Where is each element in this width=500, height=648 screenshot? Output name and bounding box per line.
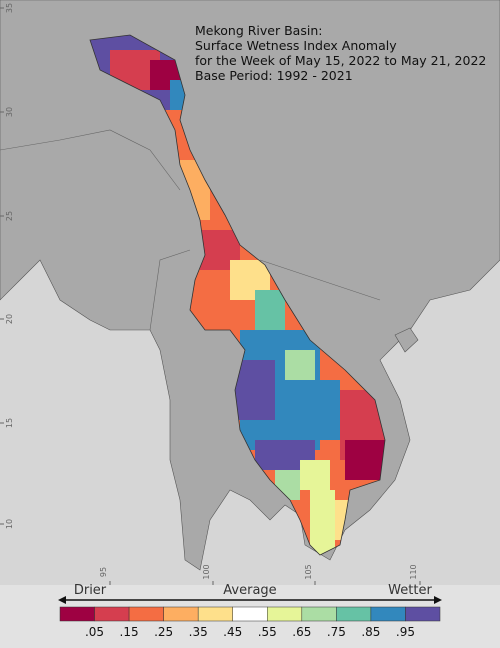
legend-label: .95 bbox=[396, 625, 415, 639]
legend-swatch bbox=[197, 606, 233, 622]
legend-label: .25 bbox=[154, 625, 173, 639]
lon-label: 105 bbox=[304, 564, 313, 579]
lat-label: 30 bbox=[5, 107, 14, 117]
title-line: Base Period: 1992 - 2021 bbox=[195, 68, 353, 83]
legend-label: .75 bbox=[327, 625, 346, 639]
legend-swatch bbox=[232, 606, 268, 622]
lon-label: 100 bbox=[202, 564, 211, 579]
lat-label: 35 bbox=[5, 3, 14, 13]
legend-average: Average bbox=[223, 583, 276, 598]
legend-label: .85 bbox=[361, 625, 380, 639]
legend-swatch bbox=[94, 606, 130, 622]
legend-label: .65 bbox=[292, 625, 311, 639]
borders bbox=[0, 129, 381, 441]
legend-label: .45 bbox=[223, 625, 242, 639]
title-line: for the Week of May 15, 2022 to May 21, … bbox=[195, 53, 486, 68]
legend-wetter: Wetter bbox=[388, 583, 432, 598]
legend-swatch bbox=[405, 606, 441, 622]
legend-swatch bbox=[336, 606, 372, 622]
lat-label: 20 bbox=[5, 314, 14, 324]
legend-swatch bbox=[370, 606, 406, 622]
legend-swatch bbox=[163, 606, 199, 622]
legend-label: .35 bbox=[189, 625, 208, 639]
legend-swatch bbox=[128, 606, 164, 622]
title-line: Mekong River Basin: bbox=[195, 23, 322, 38]
legend-label: .15 bbox=[120, 625, 139, 639]
legend-label: .55 bbox=[258, 625, 277, 639]
title: Mekong River Basin:Surface Wetness Index… bbox=[195, 23, 486, 83]
lat-label: 15 bbox=[5, 418, 14, 428]
lon-label: 110 bbox=[409, 564, 418, 579]
legend-swatch bbox=[267, 606, 303, 622]
lat-label: 25 bbox=[5, 211, 14, 221]
lon-label: 95 bbox=[99, 567, 108, 577]
lat-label: 10 bbox=[5, 519, 14, 529]
title-line: Surface Wetness Index Anomaly bbox=[195, 38, 397, 53]
legend: Drier Average Wetter .05 .15 .25 .35 .45 .55 .65.… bbox=[58, 583, 442, 639]
island bbox=[394, 327, 419, 353]
legend-drier: Drier bbox=[74, 583, 107, 598]
legend-label: .05 bbox=[85, 625, 104, 639]
legend-swatch bbox=[301, 606, 337, 622]
legend-swatch bbox=[59, 606, 95, 622]
graticule-labels: 35 30 25 20 15 10 95 100 105 110 bbox=[0, 3, 421, 585]
basin-outline bbox=[89, 34, 386, 556]
